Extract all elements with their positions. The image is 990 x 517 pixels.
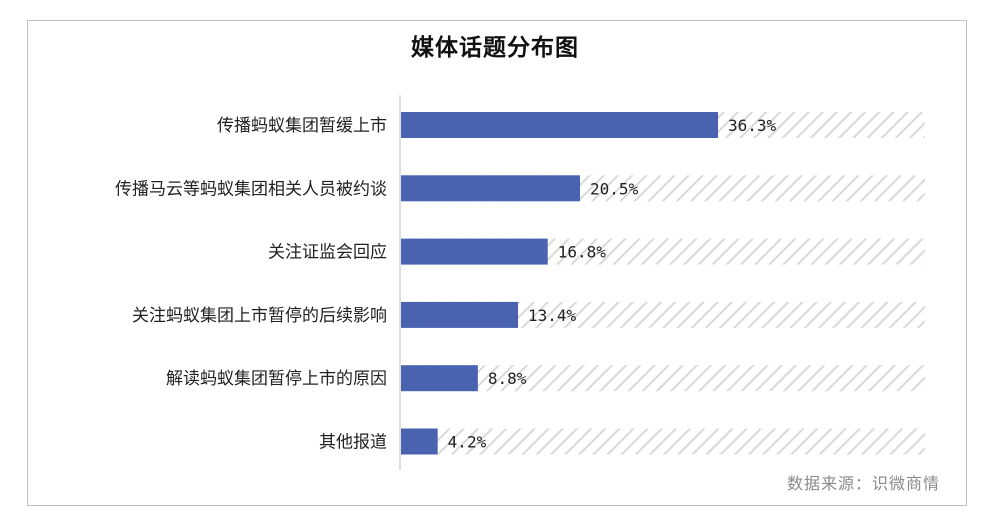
category-label: 解读蚂蚁集团暂停上市的原因 — [166, 369, 387, 389]
category-label: 关注证监会回应 — [268, 243, 387, 263]
value-label: 4.2% — [448, 433, 487, 452]
bar — [401, 301, 519, 328]
value-label: 8.8% — [488, 369, 527, 388]
category-label: 传播蚂蚁集团暂缓上市 — [217, 116, 387, 136]
bar — [401, 365, 478, 392]
bar — [401, 175, 581, 202]
category-label: 关注蚂蚁集团上市暂停的后续影响 — [132, 306, 387, 326]
bar-background — [401, 428, 925, 455]
value-label: 16.8% — [558, 243, 607, 262]
category-label: 传播马云等蚂蚁集团相关人员被约谈 — [115, 179, 387, 199]
bar — [401, 112, 719, 138]
bar — [401, 428, 438, 455]
value-label: 13.4% — [528, 306, 577, 325]
category-label: 其他报道 — [319, 433, 387, 453]
source-note: 数据来源：识微商情 — [786, 474, 940, 493]
chart-title: 媒体话题分布图 — [411, 35, 579, 61]
value-label: 20.5% — [590, 179, 639, 198]
bar — [401, 238, 548, 265]
value-label: 36.3% — [728, 116, 777, 135]
bar-background — [401, 365, 925, 392]
